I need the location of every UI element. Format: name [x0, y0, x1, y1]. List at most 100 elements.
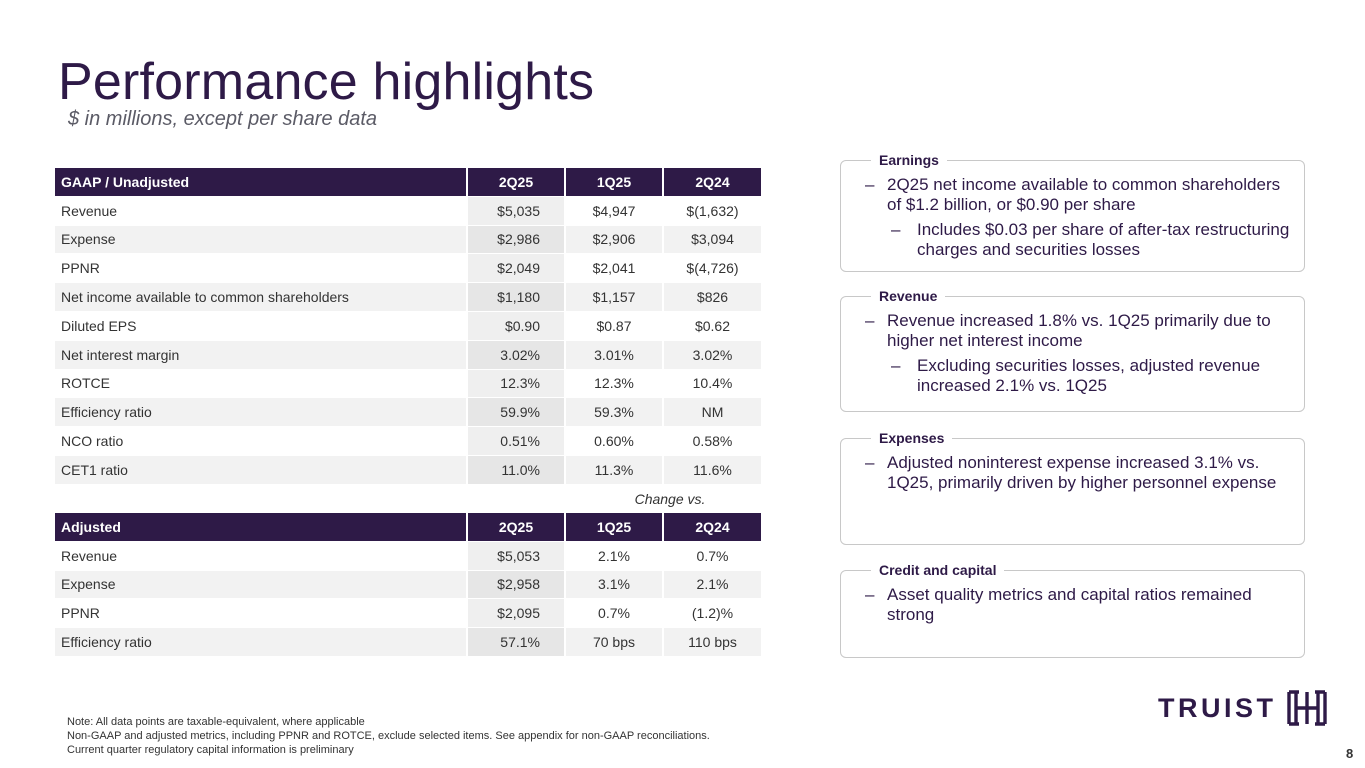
row-value: 11.0%	[468, 455, 566, 485]
row-label: Efficiency ratio	[55, 628, 468, 657]
expenses-bullet: Adjusted noninterest expense increased 3…	[865, 453, 1292, 492]
row-value: 0.7%	[664, 541, 763, 571]
row-value: 10.4%	[664, 369, 763, 399]
gaap-header-label: GAAP / Unadjusted	[55, 168, 468, 197]
row-value: $1,157	[566, 283, 664, 312]
row-value: $2,906	[566, 225, 664, 255]
table-row: Expense $2,958 3.1% 2.1%	[55, 570, 763, 600]
row-value: $(1,632)	[664, 196, 763, 226]
row-value: $2,986	[468, 225, 566, 255]
row-value: 59.3%	[566, 398, 664, 428]
table-row: Efficiency ratio 57.1% 70 bps 110 bps	[55, 628, 763, 657]
row-value: 0.58%	[664, 427, 763, 456]
row-value: $1,180	[468, 283, 566, 312]
credit-capital-bullet: Asset quality metrics and capital ratios…	[865, 585, 1292, 624]
row-value: $0.62	[664, 311, 763, 341]
truist-logo: TRUIST	[1158, 690, 1327, 726]
adjusted-header-1q25: 1Q25	[566, 513, 664, 542]
row-value: 11.3%	[566, 455, 664, 485]
row-value: $5,035	[468, 196, 566, 226]
row-value: 59.9%	[468, 398, 566, 428]
row-value: $5,053	[468, 541, 566, 571]
table-row: Efficiency ratio 59.9% 59.3% NM	[55, 398, 763, 428]
expenses-card-label: Expenses	[871, 429, 953, 447]
earnings-card: Earnings 2Q25 net income available to co…	[840, 151, 1305, 272]
revenue-card-label: Revenue	[871, 287, 946, 305]
adjusted-metrics-table: Adjusted 2Q25 1Q25 2Q24 Revenue $5,053 2.1…	[55, 513, 763, 657]
row-value: 3.1%	[566, 570, 664, 600]
table-row: Diluted EPS $0.90 $0.87 $0.62	[55, 311, 763, 341]
table-row: NCO ratio 0.51% 0.60% 0.58%	[55, 427, 763, 456]
row-label: Net income available to common sharehold…	[55, 283, 468, 312]
truist-logo-text: TRUIST	[1158, 693, 1277, 723]
row-label: PPNR	[55, 599, 468, 629]
row-value: $3,094	[664, 225, 763, 255]
earnings-bullet: 2Q25 net income available to common shar…	[865, 175, 1292, 214]
adjusted-header-label: Adjusted	[55, 513, 468, 542]
row-value: NM	[664, 398, 763, 428]
truist-mark-icon	[1286, 690, 1327, 726]
page-number: 8	[1346, 746, 1354, 761]
row-value: $2,095	[468, 599, 566, 629]
row-value: $2,041	[566, 254, 664, 284]
expenses-card: Expenses Adjusted noninterest expense in…	[840, 429, 1305, 545]
row-value: $826	[664, 283, 763, 312]
table-row: ROTCE 12.3% 12.3% 10.4%	[55, 369, 763, 399]
row-value: (1.2)%	[664, 599, 763, 629]
row-value: 3.02%	[468, 340, 566, 370]
row-label: Net interest margin	[55, 340, 468, 370]
row-value: 12.3%	[566, 369, 664, 399]
earnings-sub-bullet: Includes $0.03 per share of after-tax re…	[865, 220, 1292, 259]
row-value: 0.60%	[566, 427, 664, 456]
row-value: 70 bps	[566, 628, 664, 657]
row-value: $(4,726)	[664, 254, 763, 284]
row-value: $2,049	[468, 254, 566, 284]
row-value: 110 bps	[664, 628, 763, 657]
footnotes: Note: All data points are taxable-equiva…	[67, 715, 710, 757]
table-row: CET1 ratio 11.0% 11.3% 11.6%	[55, 455, 763, 485]
adjusted-header-2q24: 2Q24	[664, 513, 763, 542]
table-row: Net interest margin 3.02% 3.01% 3.02%	[55, 340, 763, 370]
row-value: 3.02%	[664, 340, 763, 370]
row-label: Expense	[55, 225, 468, 255]
row-label: PPNR	[55, 254, 468, 284]
table-row: Revenue $5,053 2.1% 0.7%	[55, 541, 763, 571]
row-value: $2,958	[468, 570, 566, 600]
revenue-card: Revenue Revenue increased 1.8% vs. 1Q25 …	[840, 287, 1305, 412]
gaap-metrics-table: GAAP / Unadjusted 2Q25 1Q25 2Q24 Revenue…	[55, 168, 763, 485]
gaap-header-1q25: 1Q25	[566, 168, 664, 197]
row-label: ROTCE	[55, 369, 468, 399]
footnote-line: Current quarter regulatory capital infor…	[67, 744, 354, 756]
row-value: 0.7%	[566, 599, 664, 629]
row-label: CET1 ratio	[55, 455, 468, 485]
adjusted-table-header-row: Adjusted 2Q25 1Q25 2Q24	[55, 513, 763, 542]
row-value: $4,947	[566, 196, 664, 226]
gaap-table-header-row: GAAP / Unadjusted 2Q25 1Q25 2Q24	[55, 168, 763, 197]
table-row: Revenue $5,035 $4,947 $(1,632)	[55, 196, 763, 226]
row-value: $0.90	[468, 311, 566, 341]
table-row: PPNR $2,095 0.7% (1.2)%	[55, 599, 763, 629]
row-value: 11.6%	[664, 455, 763, 485]
adjusted-header-2q25: 2Q25	[468, 513, 566, 542]
revenue-sub-bullet: Excluding securities losses, adjusted re…	[865, 356, 1292, 395]
gaap-header-2q25: 2Q25	[468, 168, 566, 197]
table-row: PPNR $2,049 $2,041 $(4,726)	[55, 254, 763, 284]
credit-capital-card-label: Credit and capital	[871, 561, 1005, 579]
footnote-line: Non-GAAP and adjusted metrics, including…	[67, 730, 710, 742]
row-label: Revenue	[55, 541, 468, 571]
row-value: 12.3%	[468, 369, 566, 399]
credit-capital-card: Credit and capital Asset quality metrics…	[840, 561, 1305, 658]
gaap-table-body: Revenue $5,035 $4,947 $(1,632) Expense $2,986…	[55, 196, 763, 485]
row-label: Revenue	[55, 196, 468, 226]
table-row: Net income available to common sharehold…	[55, 283, 763, 312]
page-title: Performance highlights	[58, 53, 595, 111]
adjusted-table-body: Revenue $5,053 2.1% 0.7% Expense $2,958 3.1% 2.…	[55, 541, 763, 657]
revenue-bullet: Revenue increased 1.8% vs. 1Q25 primaril…	[865, 311, 1292, 350]
row-label: Expense	[55, 570, 468, 600]
row-value: 57.1%	[468, 628, 566, 657]
row-value: 0.51%	[468, 427, 566, 456]
footnote-line: Note: All data points are taxable-equiva…	[67, 716, 365, 728]
row-value: 2.1%	[664, 570, 763, 600]
row-value: 2.1%	[566, 541, 664, 571]
row-label: Efficiency ratio	[55, 398, 468, 428]
